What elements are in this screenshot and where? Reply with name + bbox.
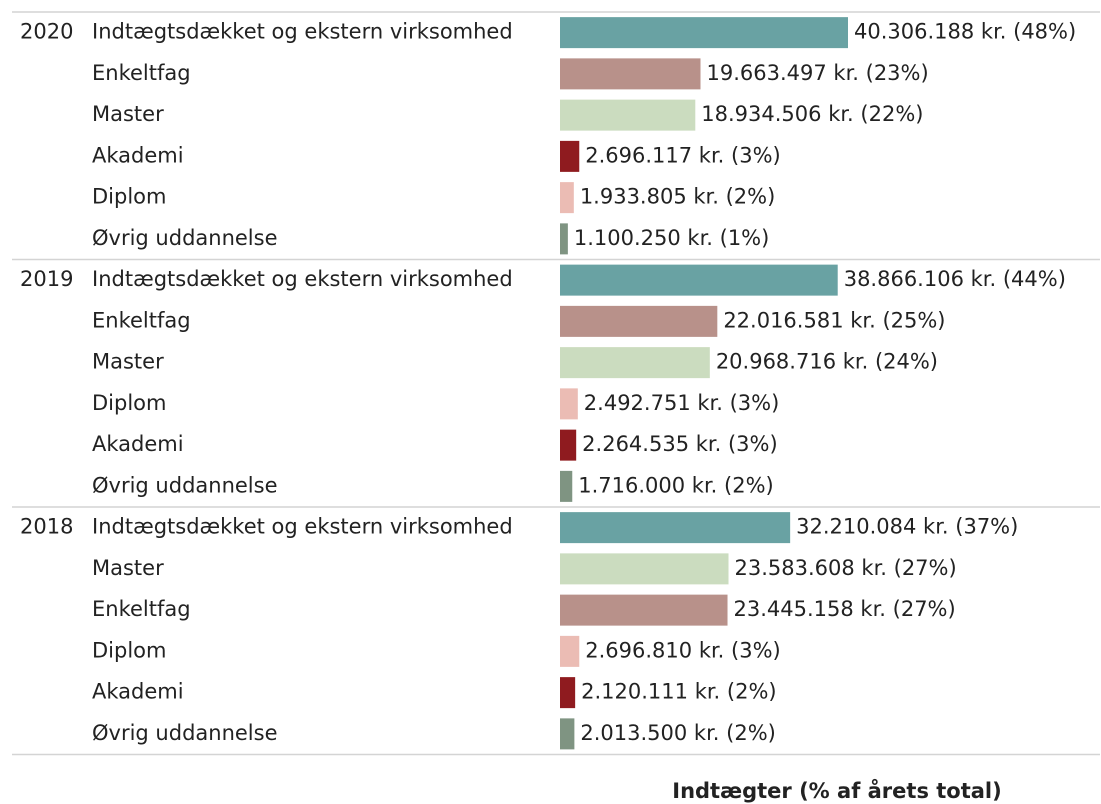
bar [560,553,729,585]
bar [560,635,580,667]
value-label: 19.663.497 kr. (23%) [707,61,929,85]
category-label: Master [92,102,164,126]
bar [560,140,580,172]
value-label: 18.934.506 kr. (22%) [701,102,923,126]
year-label: 2019 [20,267,73,291]
bar [560,182,574,214]
category-label: Indtægtsdækket og ekstern virksomhed [92,20,513,44]
x-axis-label: Indtægter (% af årets total) [672,778,1001,803]
value-label: 1.933.805 kr. (2%) [580,185,775,209]
bar [560,58,701,90]
bar [560,347,710,379]
category-label: Enkeltfag [92,308,191,332]
value-label: 2.696.117 kr. (3%) [585,143,780,167]
value-label: 2.013.500 kr. (2%) [580,721,775,745]
value-label: 40.306.188 kr. (48%) [854,20,1076,44]
bar [560,99,696,131]
bar [560,512,791,544]
value-label: 1.716.000 kr. (2%) [578,473,773,497]
value-label: 1.100.250 kr. (1%) [574,226,769,250]
value-label: 2.492.751 kr. (3%) [584,391,779,415]
year-label: 2020 [20,20,73,44]
bar [560,305,718,337]
category-label: Diplom [92,391,166,415]
year-label: 2018 [20,515,73,539]
category-label: Enkeltfag [92,597,191,621]
category-label: Akademi [92,143,184,167]
category-label: Enkeltfag [92,61,191,85]
value-label: 38.866.106 kr. (44%) [844,267,1066,291]
bar [560,594,728,626]
category-label: Indtægtsdækket og ekstern virksomhed [92,515,513,539]
category-label: Akademi [92,432,184,456]
value-label: 32.210.084 kr. (37%) [796,515,1018,539]
bar [560,17,848,49]
bar [560,470,573,502]
bar [560,429,577,461]
category-label: Master [92,350,164,374]
bar [560,223,568,255]
value-label: 2.264.535 kr. (3%) [582,432,777,456]
category-label: Øvrig uddannelse [92,226,278,250]
value-label: 20.968.716 kr. (24%) [716,350,938,374]
bar [560,388,578,420]
value-label: 22.016.581 kr. (25%) [723,308,945,332]
value-label: 2.120.111 kr. (2%) [581,680,776,704]
value-label: 23.445.158 kr. (27%) [734,597,956,621]
bar [560,264,838,296]
category-label: Øvrig uddannelse [92,721,278,745]
category-label: Indtægtsdækket og ekstern virksomhed [92,267,513,291]
category-label: Diplom [92,185,166,209]
value-label: 2.696.810 kr. (3%) [585,638,780,662]
value-label: 23.583.608 kr. (27%) [735,556,957,580]
category-label: Øvrig uddannelse [92,473,278,497]
category-label: Master [92,556,164,580]
bar [560,677,576,709]
category-label: Akademi [92,680,184,704]
bar [560,718,575,750]
category-label: Diplom [92,638,166,662]
